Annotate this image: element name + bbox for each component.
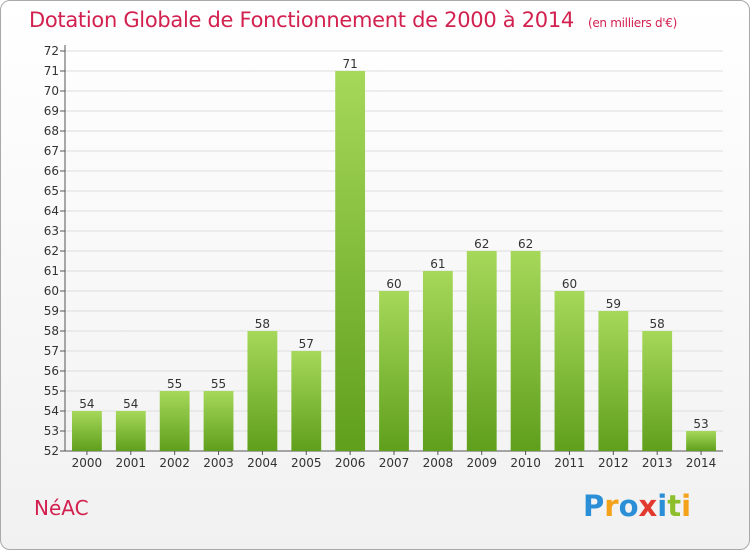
y-tick-label: 65 [44,184,59,198]
x-tick-label: 2013 [642,456,673,470]
y-tick-label: 55 [44,384,59,398]
x-tick-labels: 2000 2001 2002 2003 2004 2005 2006 2007 2008 2009… [72,451,717,470]
x-tick-label: 2008 [423,456,454,470]
y-tick-label: 53 [44,424,59,438]
data-label: 55 [167,377,182,391]
y-tick-label: 61 [44,264,59,278]
x-tick-label: 2006 [335,456,366,470]
data-label: 62 [518,237,533,251]
bar [510,251,541,451]
bar [115,411,146,451]
data-label: 60 [562,277,577,291]
bar [72,411,102,451]
data-label: 60 [386,277,401,291]
bars [72,71,716,451]
data-label: 55 [211,377,226,391]
data-label: 54 [79,397,94,411]
y-tick-label: 66 [44,164,59,178]
y-tick-label: 68 [44,124,59,138]
proxiti-logo: Proxiti [583,489,691,523]
y-tick-labels: 52 53 54 55 56 57 58 59 60 61 62 63 64 65 66 67 68 69 70 71… [44,44,59,458]
y-tick-label: 70 [44,84,59,98]
y-tick-label: 54 [44,404,59,418]
chart-title: Dotation Globale de Fonctionnement de 20… [29,8,677,32]
y-tick-label: 60 [44,284,59,298]
data-label: 62 [474,237,489,251]
data-labels: 54 54 55 55 58 57 71 60 61 62 62 60 59 58 53 [79,57,708,431]
x-tick-label: 2009 [466,456,497,470]
y-tick-label: 71 [44,64,59,78]
x-tick-label: 2014 [686,456,717,470]
y-tick-label: 58 [44,324,59,338]
bar [291,351,322,451]
logo-letter: P [583,489,605,523]
bar [642,331,673,451]
x-tick-label: 2002 [159,456,190,470]
bar [379,291,409,451]
x-tick-label: 2011 [554,456,585,470]
x-tick-label: 2012 [598,456,629,470]
y-tick-label: 67 [44,144,59,158]
x-tick-label: 2004 [247,456,278,470]
logo-letter: r [604,489,619,523]
chart-title-unit: (en milliers d'€) [587,16,677,30]
x-tick-label: 2005 [291,456,322,470]
y-tick-label: 57 [44,344,59,358]
x-tick-label: 2007 [379,456,410,470]
bar [466,251,497,451]
bar [422,271,453,451]
y-tick-label: 72 [44,44,59,58]
logo-letter: i [657,489,668,523]
chart-title-text: Dotation Globale de Fonctionnement de 20… [29,8,574,32]
y-tick-label: 63 [44,224,59,238]
x-tick-label: 2003 [203,456,234,470]
x-tick-label: 2010 [510,456,541,470]
data-label: 71 [342,57,357,71]
x-tick-label: 2001 [116,456,147,470]
data-label: 58 [255,317,270,331]
y-tick-label: 56 [44,364,59,378]
data-label: 57 [299,337,314,351]
bar [686,431,716,451]
data-label: 53 [693,417,708,431]
bar [598,311,629,451]
bar [554,291,585,451]
bar [203,391,234,451]
y-tick-label: 62 [44,244,59,258]
y-tick-label: 52 [44,444,59,458]
bar [335,71,366,451]
logo-letter: o [618,489,639,523]
data-label: 58 [650,317,665,331]
commune-name: NéAC [34,496,89,520]
y-tick-label: 64 [44,204,59,218]
logo-letter: t [667,489,682,523]
bar [159,391,190,451]
logo-letter: x [638,489,658,523]
data-label: 59 [606,297,621,311]
y-tick-label: 69 [44,104,59,118]
x-tick-label: 2000 [72,456,103,470]
data-label: 61 [430,257,445,271]
y-tick-label: 59 [44,304,59,318]
bar [247,331,278,451]
data-label: 54 [123,397,138,411]
logo-letter: i [681,489,692,523]
